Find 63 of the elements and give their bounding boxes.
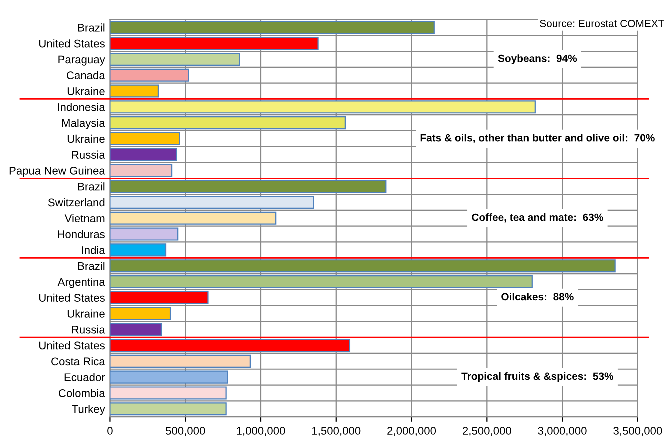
y-tick-label: Turkey bbox=[72, 405, 106, 416]
y-tick-label: Papua New Guinea bbox=[10, 166, 106, 178]
y-tick-label: India bbox=[82, 246, 106, 254]
bar bbox=[110, 37, 319, 50]
y-tick-label: Russia bbox=[72, 326, 106, 334]
y-tick-label: Brazil bbox=[78, 24, 105, 32]
bar bbox=[110, 370, 228, 384]
bar bbox=[110, 386, 227, 400]
bar bbox=[110, 354, 251, 368]
x-tick-label: 2,000,000 bbox=[388, 427, 436, 436]
bar bbox=[110, 100, 536, 114]
bar bbox=[110, 148, 178, 162]
y-tick-label: United States bbox=[40, 294, 105, 302]
x-tick-label: 3,000,000 bbox=[538, 427, 587, 436]
x-tick-label: 1,500,000 bbox=[312, 427, 361, 436]
y-tick-label: Vietnam bbox=[64, 214, 105, 223]
y-tick-label: Malaysia bbox=[62, 119, 106, 130]
bar bbox=[110, 84, 160, 98]
y-tick-label: United States bbox=[40, 342, 105, 350]
bar bbox=[110, 68, 190, 82]
y-tick-label: Ukraine bbox=[68, 310, 105, 318]
y-tick-label: Indonesia bbox=[58, 103, 106, 112]
bar bbox=[110, 21, 435, 34]
annotation: Source: Eurostat COMEXT bbox=[540, 20, 664, 28]
y-tick-label: Argentina bbox=[58, 278, 106, 288]
bar bbox=[110, 116, 346, 130]
y-tick-label: Ukraine bbox=[68, 134, 105, 144]
annotation: Fats & oils, other than butter and olive oil: 70% bbox=[420, 134, 655, 144]
y-tick-label: United States bbox=[40, 40, 105, 48]
y-tick-label: Colombia bbox=[58, 389, 106, 398]
bar bbox=[110, 196, 314, 210]
x-tick-label: 1,000,000 bbox=[237, 427, 286, 436]
y-tick-label: Ecuador bbox=[64, 373, 106, 382]
bar bbox=[110, 275, 533, 288]
bar bbox=[110, 52, 240, 66]
y-tick-label: Costa Rica bbox=[52, 357, 106, 366]
y-tick-label: Russia bbox=[72, 150, 106, 159]
y-tick-label: Switzerland bbox=[48, 198, 105, 207]
bar bbox=[110, 307, 172, 320]
y-tick-label: Brazil bbox=[78, 182, 105, 191]
bar bbox=[110, 260, 616, 273]
bar bbox=[110, 228, 179, 241]
annotation: Tropical fruits & &spices: 53% bbox=[462, 372, 614, 382]
bar bbox=[110, 132, 180, 146]
bar bbox=[110, 164, 173, 178]
annotation: Oilcakes: 88% bbox=[502, 293, 574, 301]
y-tick-label: Ukraine bbox=[68, 87, 105, 96]
y-tick-label: Brazil bbox=[78, 262, 105, 270]
bar bbox=[110, 244, 167, 257]
x-tick-label: 2,500,000 bbox=[463, 427, 512, 436]
y-tick-label: Canada bbox=[67, 71, 106, 80]
y-tick-label: Honduras bbox=[58, 230, 105, 238]
y-tick-label: Paraguay bbox=[58, 56, 106, 66]
x-tick-label: 3,500,000 bbox=[614, 427, 662, 436]
x-tick-label: 500,000 bbox=[166, 427, 206, 436]
x-tick-label: 0 bbox=[108, 427, 113, 435]
annotation: Coffee, tea and mate: 63% bbox=[472, 214, 604, 223]
bar bbox=[110, 291, 209, 304]
bar bbox=[110, 323, 162, 336]
bar bbox=[110, 402, 227, 416]
annotation: Soybeans: 94% bbox=[498, 54, 578, 64]
bar bbox=[110, 212, 277, 225]
bar bbox=[110, 180, 387, 194]
